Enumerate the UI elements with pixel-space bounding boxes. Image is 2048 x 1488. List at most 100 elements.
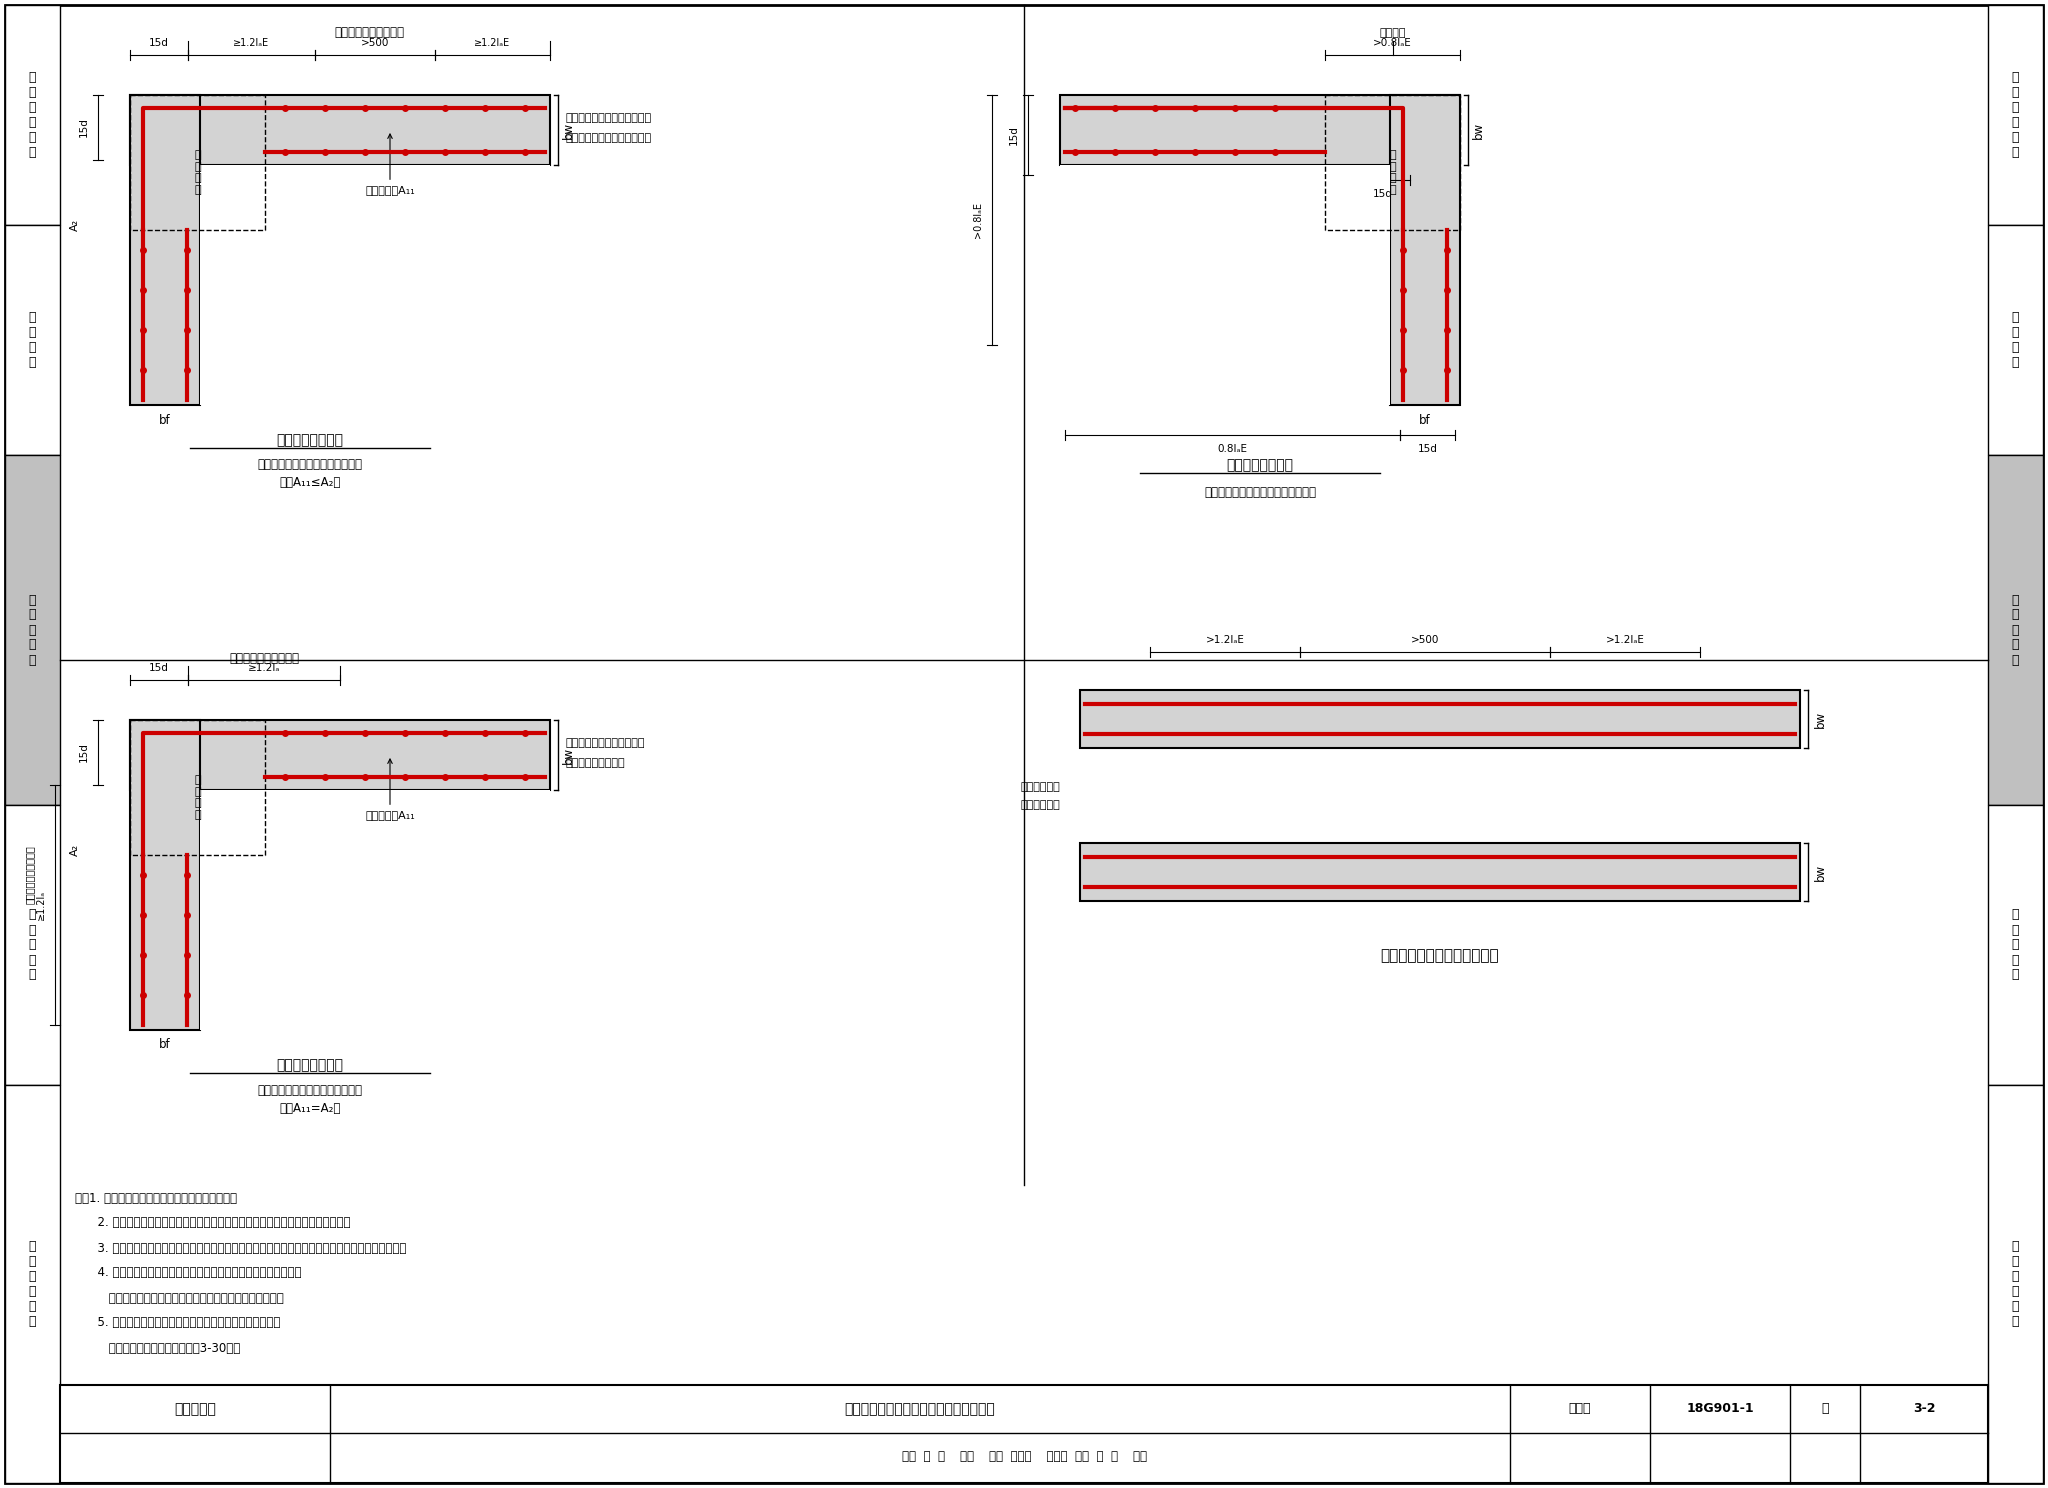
Text: ≥1.2lₐ: ≥1.2lₐ <box>248 664 281 673</box>
Text: ≥1.2lₐE: ≥1.2lₐE <box>233 39 270 48</box>
Text: 无
梁
楼
盖
部
分: 无 梁 楼 盖 部 分 <box>2011 1240 2019 1327</box>
Bar <box>1391 95 1460 405</box>
Text: >0.8lₐE: >0.8lₐE <box>973 202 983 238</box>
Text: bw: bw <box>1473 122 1485 138</box>
Text: 其中A₁₁≤A₂）: 其中A₁₁≤A₂） <box>279 476 340 490</box>
Text: bf: bf <box>160 414 170 427</box>
Text: 0.8lₐE: 0.8lₐE <box>1217 443 1247 454</box>
Text: >1.2lₐE: >1.2lₐE <box>1206 635 1245 644</box>
Text: 转角墙构造（二）: 转角墙构造（二） <box>276 1058 344 1071</box>
Text: 转角墙构造（一）: 转角墙构造（一） <box>276 433 344 446</box>
Text: A₂: A₂ <box>70 844 80 856</box>
Text: >0.8lₐE: >0.8lₐE <box>1372 39 1411 48</box>
Text: bw: bw <box>1812 863 1827 881</box>
Bar <box>1989 455 2044 805</box>
Bar <box>4 455 59 805</box>
Bar <box>1079 844 1800 902</box>
Text: 暗
柱
范
围: 暗 柱 范 围 <box>195 775 201 820</box>
Bar <box>129 720 264 856</box>
Text: 15d: 15d <box>1010 125 1020 144</box>
Bar <box>129 720 201 1030</box>
Text: 墙体配筋量A₁₁: 墙体配筋量A₁₁ <box>365 134 416 195</box>
Text: 18G901-1: 18G901-1 <box>1686 1403 1753 1415</box>
Bar <box>4 1085 59 1484</box>
Text: 连接区域在暗柱范围外: 连接区域在暗柱范围外 <box>334 27 403 40</box>
Text: 剪力墙水平分布钢筋搭接、锚固构造详图: 剪力墙水平分布钢筋搭接、锚固构造详图 <box>844 1402 995 1417</box>
Text: 如边缘构件内的箍筋、拉筋以及墙体拉结筋等均未示意。: 如边缘构件内的箍筋、拉筋以及墙体拉结筋等均未示意。 <box>76 1292 285 1305</box>
Text: 15d: 15d <box>1372 189 1393 199</box>
Text: 5. 拉结筋应与剪力墙竖向分布钢筋和水平分布钢筋绑扎，: 5. 拉结筋应与剪力墙竖向分布钢筋和水平分布钢筋绑扎， <box>76 1317 281 1329</box>
Text: 15d: 15d <box>150 39 168 48</box>
Bar <box>1989 225 2044 455</box>
Bar <box>129 720 551 790</box>
Text: 一
般
构
造
要
求: 一 般 构 造 要 求 <box>2011 71 2019 159</box>
Text: 2. 剪力墙分布钢筋配置多于两排时，中间排水平分布钢筋端部构造同内侧钢筋。: 2. 剪力墙分布钢筋配置多于两排时，中间排水平分布钢筋端部构造同内侧钢筋。 <box>76 1217 350 1229</box>
Text: 墙体配筋量A₁₁: 墙体配筋量A₁₁ <box>365 759 416 820</box>
Text: 无
梁
楼
盖
部
分: 无 梁 楼 盖 部 分 <box>29 1240 37 1327</box>
Text: ≥1.2lₐE: ≥1.2lₐE <box>475 39 510 48</box>
Bar <box>1989 805 2044 1085</box>
Text: >1.2lₐE: >1.2lₐE <box>1606 635 1645 644</box>
Bar <box>59 1385 1989 1484</box>
Text: 审核  刘  骥    刘欢    校对  高志强    宫主洁  设计  曹  樊    曹叔: 审核 刘 骥 刘欢 校对 高志强 宫主洁 设计 曹 樊 曹叔 <box>901 1451 1147 1464</box>
Text: 普
通
板
部
分: 普 通 板 部 分 <box>2011 909 2019 982</box>
Bar <box>1325 95 1460 231</box>
Bar <box>129 95 551 165</box>
Text: （外侧水平分布钢筋连续通过转弯: （外侧水平分布钢筋连续通过转弯 <box>258 1083 362 1097</box>
Text: （外侧水平分布钢筋连续通过转弯: （外侧水平分布钢筋连续通过转弯 <box>258 458 362 472</box>
Text: bw: bw <box>1812 710 1827 728</box>
Bar <box>4 225 59 455</box>
Text: 3-2: 3-2 <box>1913 1403 1935 1415</box>
Bar <box>201 790 551 1030</box>
Text: bf: bf <box>160 1039 170 1052</box>
Text: 注：1. 构件的具体尺寸及钢筋配置详见设计标注。: 注：1. 构件的具体尺寸及钢筋配置详见设计标注。 <box>76 1192 238 1204</box>
Text: >500: >500 <box>360 39 389 48</box>
Text: ≥1.2lₐ: ≥1.2lₐ <box>37 890 45 920</box>
Text: 普
通
板
部
分: 普 通 板 部 分 <box>29 909 37 982</box>
Bar <box>4 4 59 225</box>
Text: 页: 页 <box>1821 1403 1829 1415</box>
Bar <box>129 95 264 231</box>
Text: 3. 水平分布筋宜均匀放置，竖向分布钢筋在保持相同配筋率条件下外排筋直径宜大于内排筋直径。: 3. 水平分布筋宜均匀放置，竖向分布钢筋在保持相同配筋率条件下外排筋直径宜大于内… <box>76 1241 406 1254</box>
Text: 暗
柱
范
围: 暗 柱 范 围 <box>1389 150 1397 195</box>
Text: 连接区域在暗柱范围外: 连接区域在暗柱范围外 <box>229 652 299 665</box>
Bar <box>1061 95 1460 165</box>
Text: 连接区域在暗柱范围外: 连接区域在暗柱范围外 <box>25 845 35 905</box>
Text: 上下相邻两层水平分布钢筋: 上下相邻两层水平分布钢筋 <box>565 738 645 748</box>
Bar <box>1989 4 2044 225</box>
Bar <box>1989 1085 2044 1484</box>
Text: 15d: 15d <box>1417 443 1438 454</box>
Bar <box>201 165 551 405</box>
Text: 其中A₁₁=A₂）: 其中A₁₁=A₂） <box>279 1101 340 1115</box>
Text: 剪
力
墙
部
分: 剪 力 墙 部 分 <box>29 594 37 667</box>
Text: 图集号: 图集号 <box>1569 1403 1591 1415</box>
Text: 剪
力
墙
部
分: 剪 力 墙 部 分 <box>2011 594 2019 667</box>
Text: bw: bw <box>561 747 575 763</box>
Text: 拉结筋具体做法详见本图集第3-30页。: 拉结筋具体做法详见本图集第3-30页。 <box>76 1342 240 1354</box>
Text: 15d: 15d <box>80 118 88 137</box>
Bar <box>1061 165 1391 405</box>
Text: 相邻上、下层: 相邻上、下层 <box>1020 783 1061 793</box>
Bar <box>1079 690 1800 748</box>
Text: 15d: 15d <box>150 664 168 673</box>
Text: 转角配筋量较小一侧交错搭接: 转角配筋量较小一侧交错搭接 <box>565 132 651 143</box>
Bar <box>129 95 201 405</box>
Text: 水平分布钢筋: 水平分布钢筋 <box>1020 801 1061 811</box>
Text: 剪力墙部分: 剪力墙部分 <box>174 1402 215 1417</box>
Text: bw: bw <box>561 122 575 138</box>
Text: bf: bf <box>1419 414 1432 427</box>
Text: 暗柱角筋: 暗柱角筋 <box>1378 28 1405 39</box>
Bar <box>4 805 59 1085</box>
Text: A₂: A₂ <box>70 219 80 231</box>
Text: 一
般
构
造
要
求: 一 般 构 造 要 求 <box>29 71 37 159</box>
Text: 转角墙构造（三）: 转角墙构造（三） <box>1227 458 1294 472</box>
Text: 上下相邻两层水平分布钢筋在: 上下相邻两层水平分布钢筋在 <box>565 113 651 124</box>
Text: 4. 图中仅表达剪力墙水平分布钢筋的搭接和锚固构造，其余钢筋: 4. 图中仅表达剪力墙水平分布钢筋的搭接和锚固构造，其余钢筋 <box>76 1266 301 1280</box>
Text: >500: >500 <box>1411 635 1440 644</box>
Text: 剪力墙水平分布钢筋交错搭接: 剪力墙水平分布钢筋交错搭接 <box>1380 948 1499 964</box>
Text: 框
架
部
分: 框 架 部 分 <box>2011 311 2019 369</box>
Text: 15d: 15d <box>80 743 88 762</box>
Text: 在转角两侧交错搭接: 在转角两侧交错搭接 <box>565 757 625 768</box>
Text: 暗
柱
范
围: 暗 柱 范 围 <box>195 150 201 195</box>
Text: 框
架
部
分: 框 架 部 分 <box>29 311 37 369</box>
